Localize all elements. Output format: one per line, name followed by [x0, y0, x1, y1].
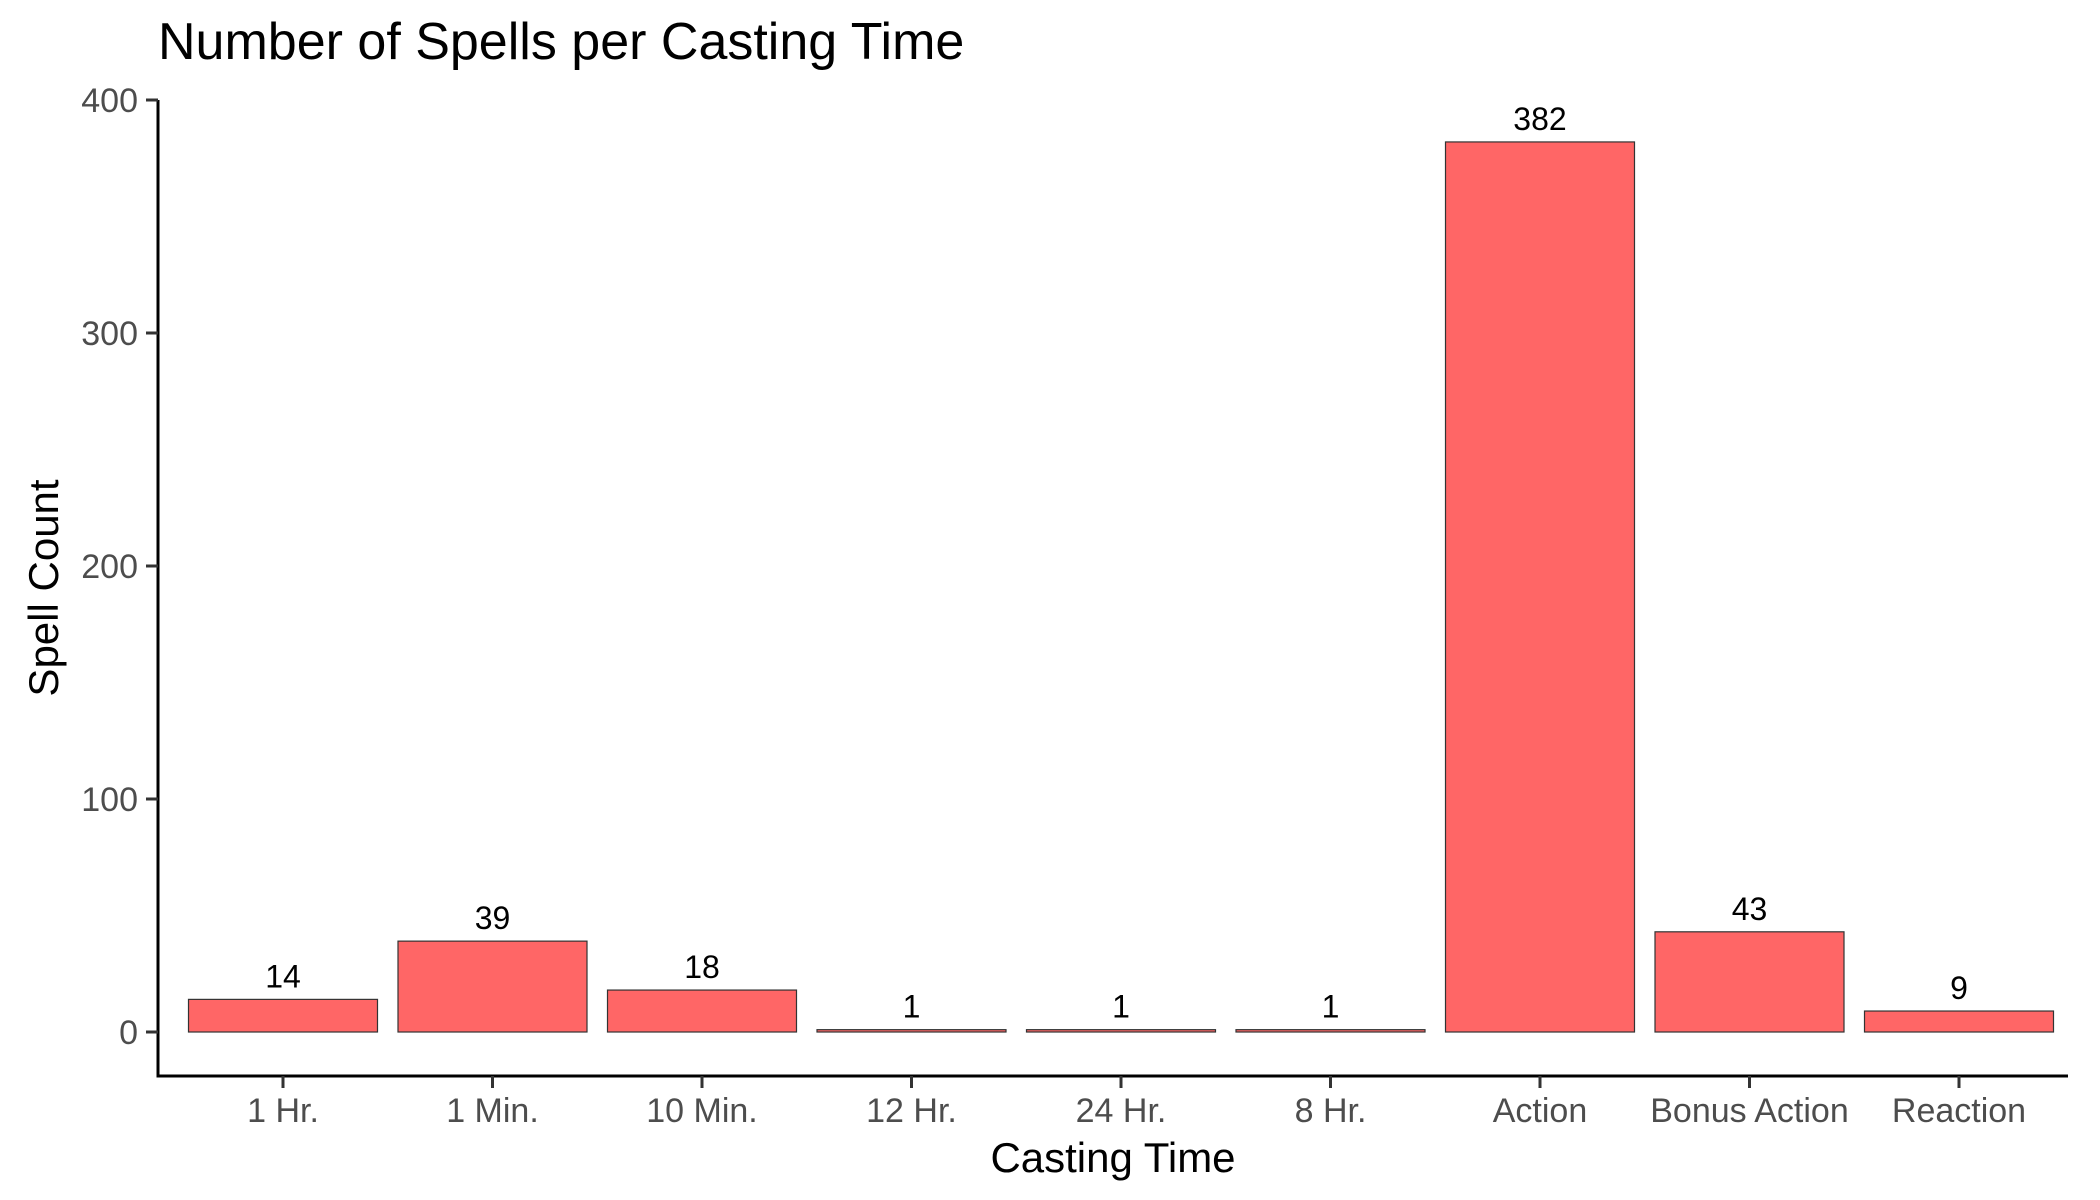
data-labels-group: 14 39 18 1 1 1 382 43 9	[265, 101, 1968, 1025]
data-label-12-hr: 1	[903, 989, 921, 1025]
data-label-1-min: 39	[475, 900, 511, 936]
bar-1-hr	[187, 998, 379, 1033]
bar-action	[1444, 141, 1636, 1033]
x-tick-label-8-hr: 8 Hr.	[1295, 1092, 1367, 1130]
y-tick-label-100: 100	[81, 781, 138, 819]
data-label-bonus-action: 43	[1732, 891, 1768, 927]
x-axis-title: Casting Time	[990, 1134, 1235, 1181]
data-label-24-hr: 1	[1112, 989, 1130, 1025]
bar-1-min	[397, 940, 588, 1033]
y-tick-label-400: 400	[81, 82, 138, 120]
x-tick-label-bonus-action: Bonus Action	[1650, 1092, 1848, 1130]
bar-12-hr	[816, 1029, 1007, 1033]
x-tick-label-action: Action	[1493, 1092, 1588, 1130]
x-tick-label-1-min: 1 Min.	[446, 1092, 539, 1130]
data-label-8-hr: 1	[1322, 989, 1340, 1025]
bar-reaction	[1863, 1010, 2055, 1033]
x-tick-label-24-hr: 24 Hr.	[1076, 1092, 1167, 1130]
x-tick-label-12-hr: 12 Hr.	[866, 1092, 957, 1130]
chart-title: Number of Spells per Casting Time	[158, 13, 964, 71]
y-axis: 0 100 200 300 400	[81, 82, 160, 1078]
y-tick-label-300: 300	[81, 315, 138, 353]
x-tick-label-reaction: Reaction	[1892, 1092, 2026, 1130]
x-tick-label-1-hr: 1 Hr.	[247, 1092, 319, 1130]
bar-24-hr	[1025, 1029, 1217, 1033]
x-tick-label-10-min: 10 Min.	[646, 1092, 758, 1130]
bar-bonus-action	[1654, 931, 1845, 1033]
data-label-10-min: 18	[684, 949, 720, 985]
bars-group	[187, 141, 2055, 1033]
data-label-1-hr: 14	[265, 958, 301, 994]
y-tick-label-0: 0	[119, 1014, 138, 1052]
y-axis-title: Spell Count	[20, 479, 67, 696]
bar-10-min	[606, 989, 798, 1033]
bar-8-hr	[1235, 1029, 1426, 1033]
data-label-reaction: 9	[1950, 970, 1968, 1006]
x-axis: 1 Hr. 1 Min. 10 Min. 12 Hr. 24 Hr. 8 Hr. Actio…	[156, 1074, 2068, 1130]
plot-area: 14 39 18 1 1 1 382 43 9 0 100 200 300 400 1 Hr. 1 Min…	[81, 82, 2068, 1130]
y-tick-label-200: 200	[81, 548, 138, 586]
data-label-action: 382	[1513, 101, 1566, 137]
